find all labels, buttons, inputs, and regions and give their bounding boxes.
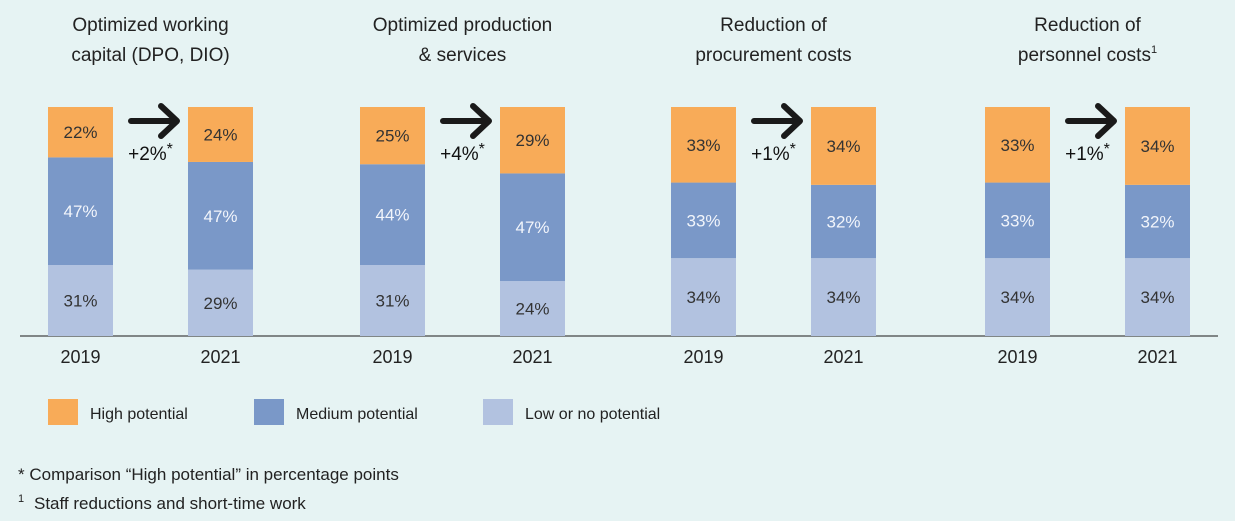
- bar-segment-medium: [1125, 184, 1190, 259]
- bar-segment-high: [188, 107, 253, 162]
- year-tick-label: 2019: [372, 347, 412, 367]
- data-label: 25%: [375, 127, 409, 146]
- data-label: 34%: [1140, 137, 1174, 156]
- legend-label: Medium potential: [296, 406, 418, 423]
- change-value: +1%: [751, 144, 790, 165]
- year-tick-label: 2021: [512, 347, 552, 367]
- footnote-mark: 1: [18, 493, 24, 505]
- data-label: 31%: [375, 292, 409, 311]
- bar-segment-low: [1125, 258, 1190, 336]
- bar-segment-low: [500, 281, 565, 336]
- legend-swatch: [254, 399, 284, 425]
- bar-segment-high: [360, 107, 425, 165]
- bar-segment-medium: [985, 182, 1050, 259]
- change-value: +1%: [1065, 144, 1104, 165]
- arrow-right-icon: [128, 103, 180, 139]
- bar-segment-low: [188, 269, 253, 336]
- chart-group-4: Reduction of personnel costs1 34% 33% 33% 201…: [985, 15, 1190, 367]
- data-label: 34%: [826, 137, 860, 156]
- bar-segment-high: [500, 107, 565, 174]
- change-asterisk: *: [1104, 141, 1110, 158]
- change-label: +1%*: [751, 141, 796, 165]
- legend-swatch: [48, 399, 78, 425]
- bar-segment-medium: [811, 184, 876, 259]
- chart-group-3: Reduction of procurement costs 34% 33% 33% 20…: [671, 15, 876, 367]
- bar-segment-low: [811, 258, 876, 336]
- change-label: +4%*: [440, 141, 485, 165]
- change-asterisk: *: [479, 141, 485, 158]
- title-superscript: 1: [1151, 44, 1157, 56]
- bar-segment-medium: [48, 157, 113, 266]
- year-tick-label: 2019: [683, 347, 723, 367]
- year-tick-label: 2021: [1137, 347, 1177, 367]
- chart-title-line: Reduction of: [720, 15, 827, 36]
- data-label: 24%: [203, 125, 237, 144]
- chart-title-line: Optimized working: [72, 15, 228, 36]
- chart-title-line: & services: [419, 45, 507, 66]
- year-tick-label: 2021: [823, 347, 863, 367]
- chart-title-line: personnel costs1: [1018, 44, 1157, 66]
- data-label: 44%: [375, 206, 409, 225]
- bar-segment-low: [360, 265, 425, 336]
- footnote-text: Staff reductions and short-time work: [34, 494, 306, 513]
- data-label: 34%: [1140, 288, 1174, 307]
- bar-segment-medium: [360, 164, 425, 266]
- data-label: 32%: [1140, 213, 1174, 232]
- data-label: 34%: [1000, 288, 1034, 307]
- arrow-right-icon: [751, 103, 803, 139]
- legend-label: High potential: [90, 406, 188, 423]
- chart-group-2: Optimized production & services 31% 44% 25% 2…: [360, 15, 565, 367]
- data-label: 31%: [63, 292, 97, 311]
- bar-segment-high: [985, 107, 1050, 183]
- legend-swatch: [483, 399, 513, 425]
- chart-title-line: capital (DPO, DIO): [71, 45, 229, 66]
- bar-segment-high: [811, 107, 876, 185]
- data-label: 32%: [826, 213, 860, 232]
- change-asterisk: *: [790, 141, 796, 158]
- year-tick-label: 2019: [60, 347, 100, 367]
- change-label: +1%*: [1065, 141, 1110, 165]
- bar-segment-low: [985, 258, 1050, 336]
- change-asterisk: *: [167, 141, 173, 158]
- bar-segment-low: [671, 258, 736, 336]
- change-value: +4%: [440, 144, 479, 165]
- chart-title-line: procurement costs: [695, 45, 851, 66]
- data-label: 47%: [203, 207, 237, 226]
- bar-segment-high: [48, 107, 113, 158]
- data-label: 33%: [686, 136, 720, 155]
- change-label: +2%*: [128, 141, 173, 165]
- data-label: 29%: [515, 131, 549, 150]
- chart-title-line: Optimized production: [373, 15, 553, 36]
- footnote-asterisk: * Comparison “High potential” in percent…: [18, 465, 399, 484]
- footnote-text: Comparison “High potential” in percentag…: [29, 465, 398, 484]
- data-label: 33%: [686, 211, 720, 230]
- bar-segment-high: [671, 107, 736, 183]
- data-label: 34%: [686, 288, 720, 307]
- bar-segment-low: [48, 265, 113, 336]
- footnote-mark: *: [18, 465, 29, 484]
- bar-segment-medium: [188, 161, 253, 270]
- data-label: 34%: [826, 288, 860, 307]
- year-tick-label: 2021: [200, 347, 240, 367]
- bar-segment-medium: [500, 173, 565, 282]
- data-label: 29%: [203, 294, 237, 313]
- arrow-right-icon: [1065, 103, 1117, 139]
- data-label: 33%: [1000, 211, 1034, 230]
- bar-segment-medium: [671, 182, 736, 259]
- chart-group-1: Optimized working capital (DPO, DIO) 31% 47…: [48, 15, 253, 367]
- data-label: 33%: [1000, 136, 1034, 155]
- data-label: 47%: [63, 202, 97, 221]
- bar-segment-high: [1125, 107, 1190, 185]
- change-value: +2%: [128, 144, 167, 165]
- arrow-right-icon: [440, 103, 492, 139]
- year-tick-label: 2019: [997, 347, 1037, 367]
- data-label: 24%: [515, 300, 549, 319]
- data-label: 47%: [515, 218, 549, 237]
- footnote-1: 1 Staff reductions and short-time work: [18, 493, 306, 513]
- legend-label: Low or no potential: [525, 406, 660, 423]
- data-label: 22%: [63, 123, 97, 142]
- chart-title-line: Reduction of: [1034, 15, 1141, 36]
